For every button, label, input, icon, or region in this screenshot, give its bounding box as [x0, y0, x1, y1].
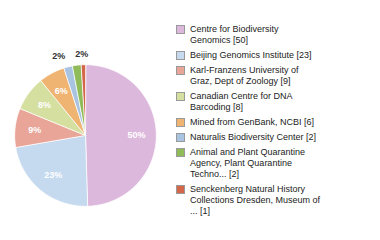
svg-text:8%: 8%	[38, 100, 51, 110]
html-text:Centre for Biodiversity Genomi: Centre for Biodiversity Genomics [50]	[190, 23, 279, 45]
html-text:Senckenberg Natural History Co: Senckenberg Natural History Collections …	[190, 183, 321, 216]
svg-text:2%: 2%	[75, 49, 88, 59]
html-text:Naturalis Biodiversity Center: Naturalis Biodiversity Center [2]	[190, 131, 317, 142]
svg-text:6%: 6%	[55, 86, 68, 96]
svg-text:9%: 9%	[28, 125, 41, 135]
html-text:Karl-Franzens University of Gr: Karl-Franzens University of Graz, Dept o…	[190, 64, 299, 86]
svg-text:23%: 23%	[44, 170, 62, 180]
svg-text:2%: 2%	[52, 51, 65, 61]
html-text:Mined from GenBank, NCBI [6]: Mined from GenBank, NCBI [6]	[190, 116, 315, 127]
svg-text:50%: 50%	[127, 130, 145, 140]
html-text:Animal and Plant Quarantine Ag: Animal and Plant Quarantine Agency, Plan…	[190, 146, 306, 179]
html-text:Beijing Genomics Institute [23: Beijing Genomics Institute [23]	[190, 49, 312, 60]
html-text:Canadian Centre for DNA Barcod: Canadian Centre for DNA Barcoding [8]	[190, 90, 293, 112]
